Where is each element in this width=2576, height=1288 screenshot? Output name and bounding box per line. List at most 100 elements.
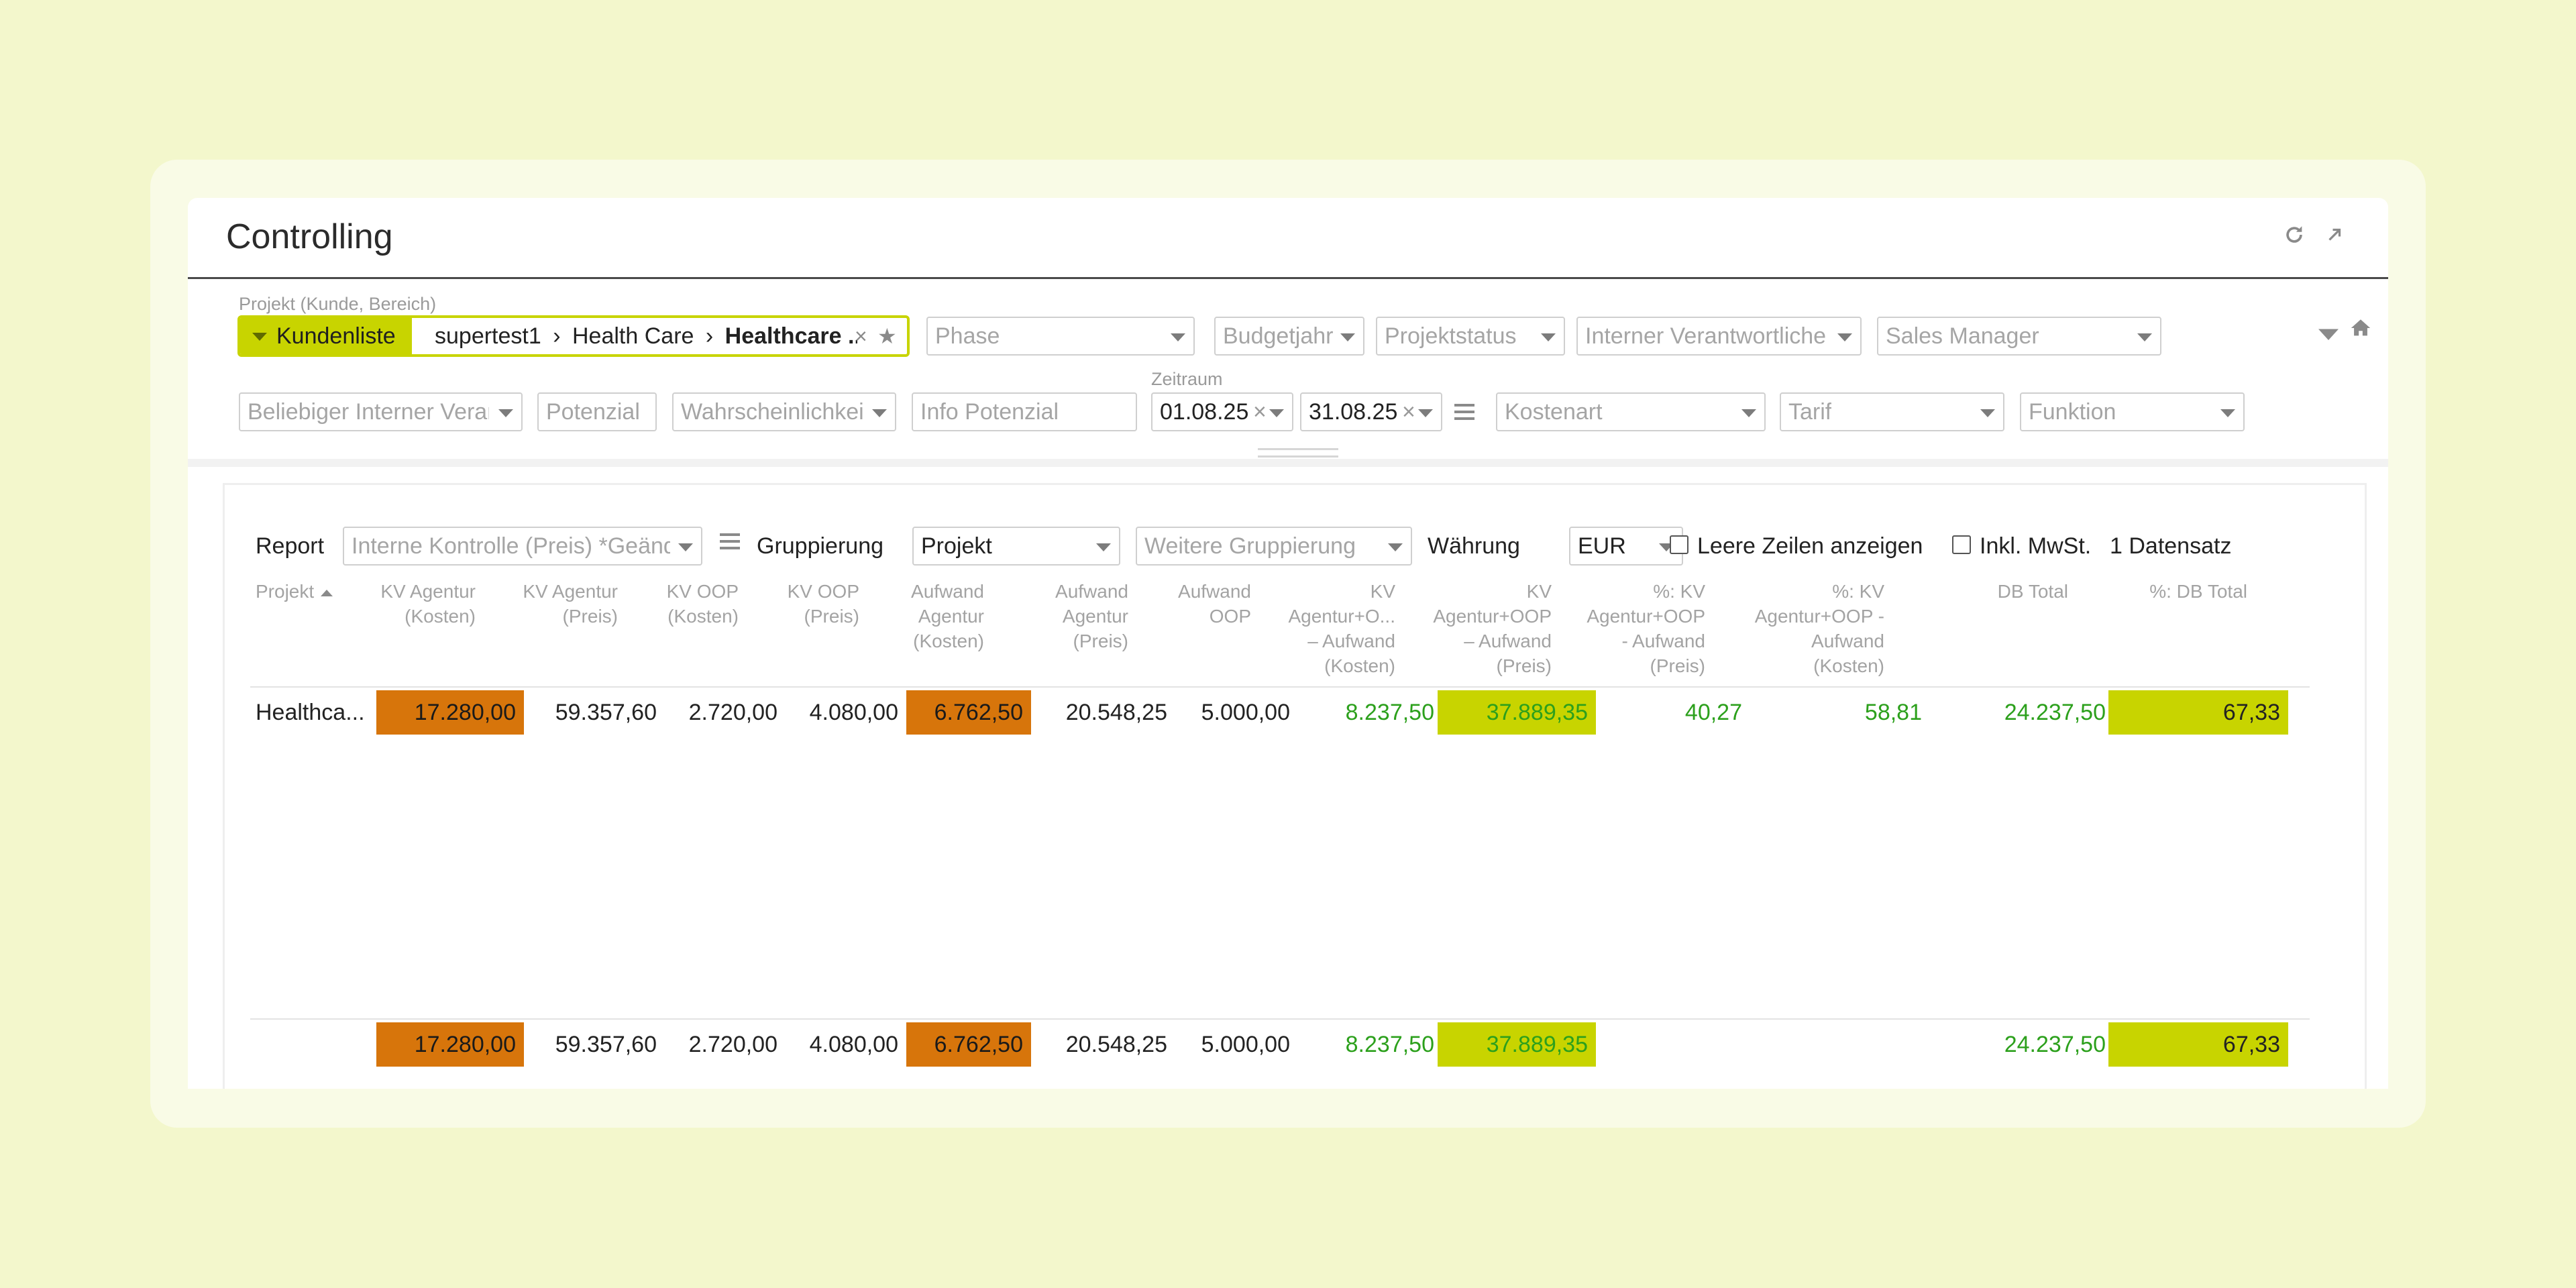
chevron-down-icon bbox=[1837, 333, 1852, 341]
total-aufwand-agentur-preis: 20.548,25 bbox=[1065, 1032, 1167, 1057]
col-header-pct-kv-aufwand-kosten[interactable]: %: KV Agentur+OOP - Aufwand (Kosten) bbox=[1754, 581, 1884, 676]
gruppierung-select[interactable]: Projekt bbox=[912, 527, 1120, 566]
total-kv-oop-kosten: 2.720,00 bbox=[688, 1032, 777, 1057]
record-count: 1 Datensatz bbox=[2110, 533, 2232, 559]
date-to-field[interactable]: 31.08.25 × bbox=[1300, 392, 1442, 431]
widget-header: Controlling bbox=[188, 198, 2388, 279]
chevron-down-icon bbox=[1980, 409, 1995, 417]
weitere-gruppierung-select[interactable]: Weitere Gruppierung bbox=[1136, 527, 1412, 566]
projektstatus-select[interactable]: Projektstatus bbox=[1376, 317, 1565, 356]
path-segment-1: supertest1 bbox=[435, 323, 541, 349]
report-select[interactable]: Interne Kontrolle (Preis) *Geändert bbox=[343, 527, 702, 566]
chevron-down-icon bbox=[1340, 333, 1355, 341]
clear-date-from-icon[interactable]: × bbox=[1253, 399, 1267, 425]
collapse-filter-icon[interactable] bbox=[2316, 322, 2341, 348]
sort-ascending-icon bbox=[321, 589, 333, 596]
total-kv-agentur-kosten: 17.280,00 bbox=[376, 1022, 524, 1067]
tarif-select[interactable]: Tarif bbox=[1780, 392, 2004, 431]
total-kv-minus-aufwand-preis: 37.889,35 bbox=[1438, 1022, 1596, 1067]
path-separator-2: › bbox=[705, 323, 714, 349]
waehrung-select[interactable]: EUR bbox=[1569, 527, 1683, 566]
col-header-aufwand-agentur-preis[interactable]: Aufwand Agentur (Preis) bbox=[1055, 581, 1128, 651]
cell-kv-agentur-preis: 59.357,60 bbox=[555, 700, 657, 725]
clear-icon[interactable]: × bbox=[855, 324, 867, 348]
filter-area: Projekt (Kunde, Bereich) Kundenliste sup… bbox=[188, 279, 2388, 459]
chevron-down-icon bbox=[2220, 409, 2235, 417]
chevron-down-icon bbox=[2137, 333, 2152, 341]
zeitraum-label: Zeitraum bbox=[1151, 369, 1223, 389]
total-pct-db-total: 67,33 bbox=[2108, 1022, 2288, 1067]
waehrung-label: Währung bbox=[1428, 533, 1520, 559]
col-header-kv-oop-preis[interactable]: KV OOP (Preis) bbox=[787, 581, 859, 627]
interner-verantwortlicher-select[interactable]: Interner Verantwortlicher bbox=[1576, 317, 1862, 356]
customer-list-label: Kundenliste bbox=[276, 323, 396, 349]
col-header-projekt[interactable]: Projekt bbox=[256, 579, 333, 604]
customer-list-tag[interactable]: Kundenliste bbox=[240, 318, 412, 354]
path-segment-2: Health Care bbox=[572, 323, 694, 349]
totals-row-label bbox=[248, 1022, 375, 1067]
cell-pct-db-total: 67,33 bbox=[2108, 690, 2288, 735]
col-header-pct-db-total[interactable]: %: DB Total bbox=[2149, 581, 2247, 602]
table-row-projekt[interactable]: Healthca... bbox=[256, 700, 365, 725]
potenzial-input[interactable]: Potenzial bbox=[537, 392, 657, 431]
clear-date-to-icon[interactable]: × bbox=[1402, 399, 1415, 425]
report-label: Report bbox=[256, 533, 325, 559]
chevron-down-icon bbox=[252, 333, 267, 341]
wahrscheinlichkeit-select[interactable]: Wahrscheinlichkeit bbox=[672, 392, 896, 431]
kostenart-select[interactable]: Kostenart bbox=[1496, 392, 1766, 431]
inkl-mwst-checkbox[interactable] bbox=[1952, 535, 1971, 554]
controlling-widget: Controlling Projekt (Kunde, Bereich) Kun… bbox=[188, 198, 2388, 1089]
total-db-total: 24.237,50 bbox=[2004, 1032, 2106, 1057]
total-aufwand-oop: 5.000,00 bbox=[1201, 1032, 1290, 1057]
cell-aufwand-oop: 5.000,00 bbox=[1201, 700, 1290, 725]
project-path: supertest1 › Health Care › Healthcare ..… bbox=[435, 318, 857, 354]
col-header-db-total[interactable]: DB Total bbox=[1997, 581, 2068, 602]
col-header-kv-agentur-kosten[interactable]: KV Agentur (Kosten) bbox=[380, 581, 476, 627]
cell-kv-oop-kosten: 2.720,00 bbox=[688, 700, 777, 725]
chevron-down-icon bbox=[1388, 543, 1403, 551]
filter-divider bbox=[188, 448, 2388, 467]
phase-select[interactable]: Phase bbox=[926, 317, 1195, 356]
col-header-aufwand-oop[interactable]: Aufwand OOP bbox=[1178, 581, 1251, 627]
report-menu-icon[interactable] bbox=[720, 533, 740, 549]
col-header-kv-minus-aufwand-preis[interactable]: KV Agentur+OOP – Aufwand (Preis) bbox=[1433, 581, 1552, 676]
refresh-icon[interactable] bbox=[2281, 223, 2308, 250]
col-header-kv-minus-aufwand-kosten[interactable]: KV Agentur+O... – Aufwand (Kosten) bbox=[1288, 581, 1395, 676]
total-pct-kv-aufwand-preis bbox=[1596, 1022, 1750, 1067]
col-header-pct-kv-aufwand-preis[interactable]: %: KV Agentur+OOP - Aufwand (Preis) bbox=[1587, 581, 1705, 676]
info-potenzial-input[interactable]: Info Potenzial bbox=[912, 392, 1137, 431]
cell-kv-minus-aufwand-kosten: 8.237,50 bbox=[1345, 700, 1434, 725]
date-menu-icon[interactable] bbox=[1454, 404, 1474, 420]
leere-zeilen-checkbox[interactable] bbox=[1670, 535, 1688, 554]
path-segment-3: Healthcare ... bbox=[724, 323, 857, 349]
expand-icon[interactable] bbox=[2321, 223, 2348, 250]
cell-kv-oop-preis: 4.080,00 bbox=[809, 700, 898, 725]
cell-kv-minus-aufwand-preis: 37.889,35 bbox=[1438, 690, 1596, 735]
total-kv-oop-preis: 4.080,00 bbox=[809, 1032, 898, 1057]
col-header-aufwand-agentur-kosten[interactable]: Aufwand Agentur (Kosten) bbox=[911, 581, 984, 651]
funktion-select[interactable]: Funktion bbox=[2020, 392, 2245, 431]
inkl-mwst-label: Inkl. MwSt. bbox=[1980, 533, 2092, 559]
header-divider bbox=[250, 686, 2310, 688]
leere-zeilen-label: Leere Zeilen anzeigen bbox=[1697, 533, 1923, 559]
favorite-star-icon[interactable]: ★ bbox=[877, 324, 897, 348]
project-filter[interactable]: Kundenliste supertest1 › Health Care › H… bbox=[237, 315, 910, 357]
date-from-field[interactable]: 01.08.25 × bbox=[1151, 392, 1293, 431]
total-pct-kv-aufwand-kosten bbox=[1750, 1022, 1930, 1067]
sales-manager-select[interactable]: Sales Manager bbox=[1877, 317, 2161, 356]
report-panel: Report Interne Kontrolle (Preis) *Geände… bbox=[223, 483, 2367, 1089]
home-icon[interactable] bbox=[2349, 317, 2372, 345]
chevron-down-icon bbox=[872, 409, 887, 417]
col-header-kv-agentur-preis[interactable]: KV Agentur (Preis) bbox=[523, 581, 618, 627]
budgetjahr-select[interactable]: Budgetjahr bbox=[1214, 317, 1364, 356]
col-header-kv-oop-kosten[interactable]: KV OOP (Kosten) bbox=[666, 581, 739, 627]
chevron-down-icon bbox=[1096, 543, 1111, 551]
beliebiger-interner-select[interactable]: Beliebiger Interner Verantwortlicher bbox=[239, 392, 523, 431]
cell-pct-kv-aufwand-preis: 40,27 bbox=[1684, 700, 1742, 725]
gruppierung-label: Gruppierung bbox=[757, 533, 884, 559]
resize-grip[interactable] bbox=[1258, 448, 1338, 458]
cell-aufwand-agentur-kosten: 6.762,50 bbox=[906, 690, 1031, 735]
chevron-down-icon bbox=[498, 409, 513, 417]
cell-db-total: 24.237,50 bbox=[2004, 700, 2106, 725]
chevron-down-icon bbox=[1541, 333, 1556, 341]
